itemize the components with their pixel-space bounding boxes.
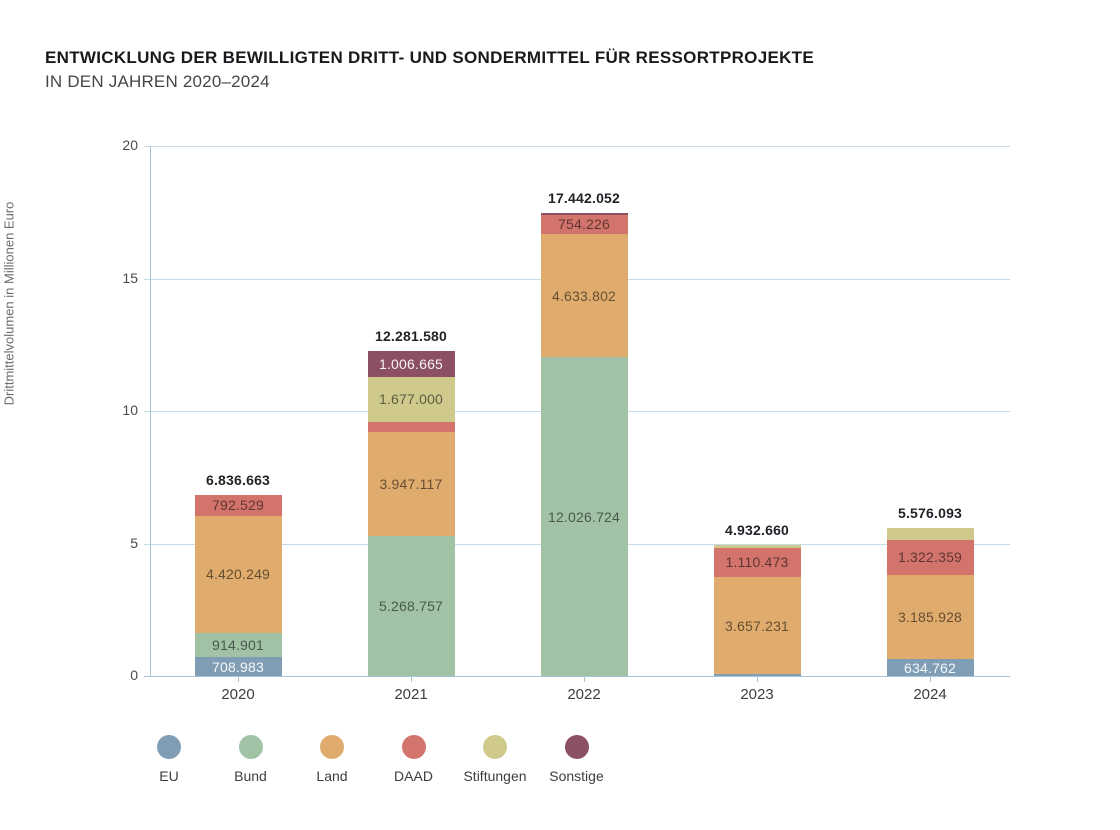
segment-value-label: 634.762 [903,659,956,676]
x-tick-label-2021: 2021 [394,686,428,703]
legend-label: Stiftungen [463,768,527,784]
x-tick [757,676,758,682]
bar-segment-sonstige-2022[interactable] [540,212,628,215]
bar-total-label: 17.442.052 [547,189,621,206]
bar-segment-bund-2022[interactable]: 12.026.724 [540,357,628,676]
x-axis-line [144,676,1010,677]
bar-segment-land-2023[interactable]: 3.657.231 [713,577,801,674]
legend-item-land[interactable]: Land [295,735,369,784]
x-tick-label-2020: 2020 [221,686,255,703]
bar-segment-sonstige-2021[interactable]: 1.006.665 [367,350,455,378]
legend-label: Bund [234,768,267,784]
legend-item-stiftungen[interactable]: Stiftungen [458,735,532,784]
chart-subtitle: IN DEN JAHREN 2020–2024 [45,72,270,91]
segment-value-label: 792.529 [211,497,264,514]
segment-value-label: 4.633.802 [551,287,617,304]
segment-value-label: 1.677.000 [378,391,444,408]
y-tick-label: 10 [122,402,138,418]
y-tick-label: 0 [130,667,138,683]
bar-total-label: 12.281.580 [374,327,448,344]
bar-segment-land-2022[interactable]: 4.633.802 [540,234,628,358]
bar-segment-eu-2024[interactable]: 634.762 [886,659,974,676]
segment-value-label: 3.947.117 [379,476,443,493]
segment-value-label: 1.322.359 [897,549,963,566]
legend-swatch-stiftungen [483,735,507,759]
legend-swatch-daad [401,735,426,759]
x-tick-label-2022: 2022 [567,686,601,703]
y-axis-line [150,146,151,676]
segment-value-label: 708.983 [211,658,264,675]
segment-value-label: 12.026.724 [547,508,621,525]
legend-item-daad[interactable]: DAAD [377,735,451,784]
bar-segment-land-2024[interactable]: 3.185.928 [886,574,974,660]
bar-segment-stiftungen-2024[interactable] [886,528,974,540]
segment-value-label: 754.226 [557,216,610,233]
y-tick-label: 20 [122,137,138,153]
segment-value-label: 4.420.249 [205,566,271,583]
bar-segment-bund-2021[interactable]: 5.268.757 [367,536,455,676]
segment-value-label: 5.268.757 [378,598,444,615]
bar-total-label: 5.576.093 [897,505,963,522]
segment-value-label: 3.657.231 [724,617,790,634]
bar-segment-eu-2023[interactable] [713,674,801,676]
legend-item-sonstige[interactable]: Sonstige [540,735,614,784]
x-tick [930,676,931,682]
bar-segment-daad-2023[interactable]: 1.110.473 [713,547,801,578]
legend-label: Land [316,768,348,784]
bar-segment-eu-2020[interactable]: 708.983 [194,657,282,676]
segment-value-label: 1.006.665 [378,355,444,372]
y-tick-label: 5 [130,534,138,551]
segment-value-label: 1.110.473 [725,554,789,571]
y-tick-label: 15 [122,269,138,286]
y-axis-title: Drittmittelvolumen in Millionen Euro [1,201,17,406]
chart-title: ENTWICKLUNG DER BEWILLIGTEN DRITT- UND S… [45,48,814,67]
bar-segment-bund-2020[interactable]: 914.901 [194,632,282,658]
x-tick-label-2024: 2024 [913,686,947,703]
legend-label: DAAD [394,768,433,784]
legend-swatch-land [320,735,344,759]
bar-segment-land-2020[interactable]: 4.420.249 [194,515,282,633]
bar-segment-daad-2020[interactable]: 792.529 [194,494,282,516]
bar-segment-daad-2024[interactable]: 1.322.359 [886,539,974,575]
bar-segment-stiftungen-2023[interactable] [713,544,801,548]
x-tick-label-2023: 2023 [740,686,774,703]
bar-total-label: 4.932.660 [724,521,790,538]
legend-swatch-eu [157,735,181,759]
legend-label: EU [159,768,179,784]
bar-total-label: 6.836.663 [205,471,271,488]
bar-segment-daad-2022[interactable]: 754.226 [540,214,628,235]
x-tick [411,676,412,682]
legend-item-eu[interactable]: EU [132,735,206,784]
segment-value-label: 3.185.928 [897,608,963,625]
x-tick [584,676,585,682]
x-tick [238,676,239,682]
gridline [144,146,1010,147]
legend-label: Sonstige [549,768,604,784]
segment-value-label: 914.901 [211,637,264,654]
legend-swatch-sonstige [564,735,589,759]
bar-segment-daad-2021[interactable] [367,421,455,432]
bar-segment-stiftungen-2021[interactable]: 1.677.000 [367,377,455,422]
legend-item-bund[interactable]: Bund [214,735,288,784]
bar-segment-land-2021[interactable]: 3.947.117 [367,431,455,537]
legend-swatch-bund [238,735,263,759]
